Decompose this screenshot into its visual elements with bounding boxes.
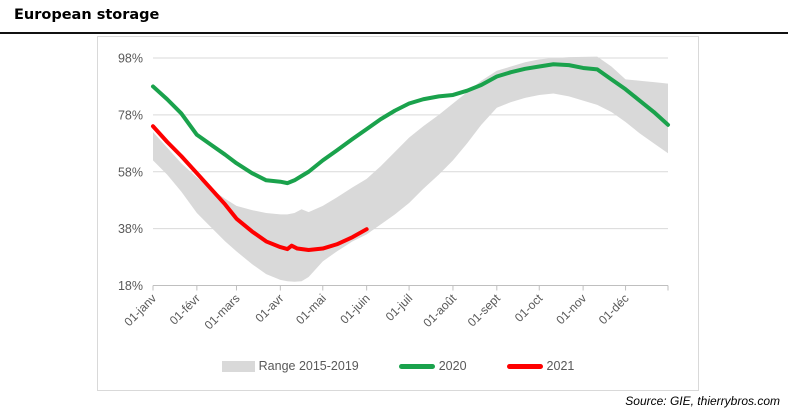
legend-item-range: Range 2015-2019 (221, 359, 359, 373)
y-tick-label: 38% (118, 222, 143, 236)
legend-item-2021: 2021 (506, 359, 575, 373)
series-line-2021 (151, 124, 369, 252)
legend-label-2020: 2020 (438, 359, 467, 373)
y-tick-label: 98% (118, 52, 143, 66)
line-2021-swatch (506, 363, 543, 369)
range-band-swatch (221, 360, 255, 372)
title-underline (0, 32, 788, 34)
y-tick-label: 18% (118, 279, 143, 293)
page-title: European storage (14, 7, 160, 23)
source-attribution: Source: GIE, thierrybros.com (625, 394, 780, 408)
y-tick-label: 58% (118, 165, 143, 179)
legend-label-2021: 2021 (546, 359, 575, 373)
range-band (153, 56, 668, 282)
y-tick-label: 78% (118, 108, 143, 122)
line-2020-swatch (398, 363, 435, 369)
legend-item-2020: 2020 (398, 359, 467, 373)
series-line-2020 (151, 62, 670, 186)
legend-label-range: Range 2015-2019 (258, 359, 359, 373)
chart-legend: Range 2015-2019 2020 2021 (97, 356, 699, 376)
